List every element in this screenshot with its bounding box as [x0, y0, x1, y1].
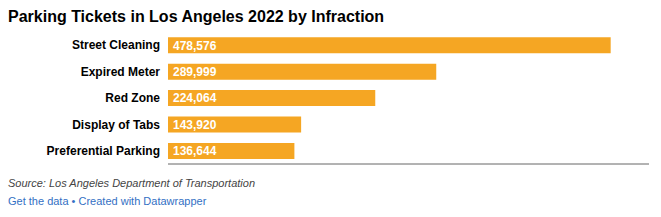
svg-text:Preferential Parking: Preferential Parking [47, 144, 160, 158]
svg-text:478,576: 478,576 [173, 39, 217, 53]
svg-text:Street Cleaning: Street Cleaning [72, 38, 160, 52]
svg-text:224,064: 224,064 [173, 91, 217, 105]
html-text:Source: Los Angeles Department: Source: Los Angeles Department of Transp… [8, 177, 255, 189]
html-text:Get the data • Created with Da: Get the data • Created with Datawrapper [8, 195, 207, 207]
svg-text:Expired Meter: Expired Meter [81, 65, 161, 79]
svg-text:143,920: 143,920 [173, 118, 217, 132]
svg-text:136,644: 136,644 [173, 144, 217, 158]
svg-text:Red Zone: Red Zone [105, 91, 160, 105]
svg-text:289,999: 289,999 [173, 65, 217, 79]
html-text:Parking Tickets in Los Angeles: Parking Tickets in Los Angeles 2022 by I… [8, 8, 385, 25]
svg-text:Display of Tabs: Display of Tabs [72, 118, 160, 132]
